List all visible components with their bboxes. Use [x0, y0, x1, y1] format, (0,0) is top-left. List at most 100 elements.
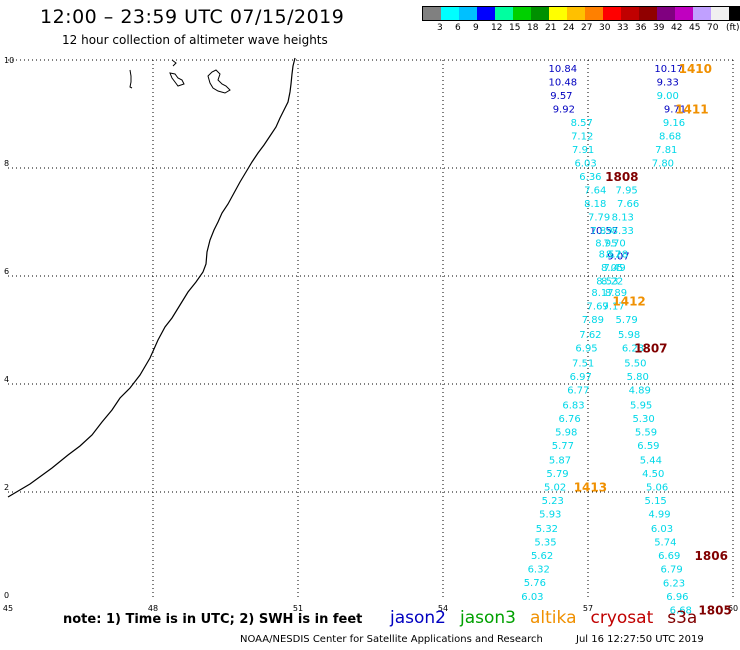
wave-height-point: 7.95 — [616, 186, 638, 197]
wave-height-point: 5.87 — [549, 456, 571, 467]
color-scale-label: 45 — [689, 23, 701, 33]
color-scale-swatch — [423, 7, 441, 20]
x-tick-label: 45 — [3, 604, 13, 613]
y-tick-label: 10 — [4, 56, 14, 65]
mission-legend-entry: jason3 — [460, 608, 516, 628]
color-scale-swatch — [657, 7, 675, 20]
y-tick-label: 8 — [4, 159, 9, 168]
wave-height-point: 7.66 — [617, 199, 639, 210]
wave-height-point: 10.17 — [654, 64, 683, 75]
pass-number-label: 1413 — [574, 481, 607, 495]
wave-height-point: 8.89 — [605, 288, 627, 299]
wave-height-point: 7.69 — [587, 302, 609, 313]
color-scale-label: 36 — [635, 23, 647, 33]
wave-height-point: 5.35 — [534, 538, 556, 549]
wave-height-point: 6.03 — [574, 159, 596, 170]
y-tick-label: 0 — [4, 591, 9, 600]
y-tick-label: 4 — [4, 375, 9, 384]
x-axis-tick-labels: 45 48 51 54 57 60 — [3, 604, 738, 613]
generated-timestamp: Jul 16 12:27:50 UTC 2019 — [576, 634, 704, 645]
wave-height-point: 8.28 — [606, 249, 628, 260]
wave-height-point: 5.77 — [552, 441, 574, 452]
wave-height-point: 7.70 — [603, 239, 625, 250]
color-scale-swatch — [711, 7, 729, 20]
wave-height-point: 6.83 — [562, 401, 584, 412]
pass-number-label: 1410 — [679, 62, 712, 76]
color-scale-label: 27 — [581, 23, 593, 33]
color-scale-label: 42 — [671, 23, 683, 33]
wave-height-point: 6.79 — [660, 565, 682, 576]
wave-height-point: 5.80 — [627, 372, 649, 383]
wave-height-point: 7.64 — [584, 186, 606, 197]
wave-height-point: 9.33 — [657, 78, 679, 89]
color-scale-label: (ft) — [726, 23, 740, 33]
wave-height-values: 10.84 10.48 9.57 9.92 10.57 9.07 10.17 9.33 9.71… — [521, 64, 692, 617]
wave-height-point: 6.23 — [663, 579, 685, 590]
pass-number-labels: 1410 1411 1808 1412 1807 1413 1806 1805 — [574, 62, 732, 618]
wave-height-point: 8.22 — [601, 276, 623, 287]
credit-line: NOAA/NESDIS Center for Satellite Applica… — [240, 634, 543, 645]
wave-height-point: 4.99 — [648, 510, 670, 521]
map-subtitle: 12 hour collection of altimeter wave hei… — [62, 33, 328, 47]
wave-height-point: 6.23 — [622, 343, 644, 354]
wave-height-point: 5.98 — [555, 428, 577, 439]
island-shapes — [129, 59, 231, 94]
y-axis-tick-labels: 0 2 4 6 8 10 — [4, 56, 14, 600]
color-scale-swatch — [729, 7, 740, 20]
pass-number-label: 1412 — [612, 294, 645, 308]
color-scale-swatch — [531, 7, 549, 20]
wave-height-point: 6.03 — [521, 592, 543, 603]
wave-height-point: 5.79 — [616, 315, 638, 326]
wave-height-point: 7.80 — [652, 159, 674, 170]
units-note: note: 1) Time is in UTC; 2) SWH is in fe… — [63, 612, 363, 627]
color-scale-swatch — [513, 7, 531, 20]
wave-height-point: 8.57 — [571, 118, 593, 129]
color-scale-label: 12 — [491, 23, 503, 33]
pass-number-label: 1411 — [675, 103, 708, 117]
color-scale-swatch — [459, 7, 477, 20]
map-grid — [8, 59, 734, 600]
wave-height-point: 9.92 — [553, 105, 575, 116]
wave-height-point: 10.57 — [590, 226, 619, 237]
color-scale-swatch — [477, 7, 495, 20]
color-scale-label: 39 — [653, 23, 665, 33]
color-scale-swatch — [549, 7, 567, 20]
wave-height-point: 10.84 — [549, 64, 578, 75]
wave-height-point: 5.74 — [654, 538, 676, 549]
color-scale-swatch — [585, 7, 603, 20]
wave-height-point: 6.59 — [637, 441, 659, 452]
x-tick-label: 57 — [583, 604, 593, 613]
wave-height-point: 10.48 — [549, 78, 578, 89]
color-scale-swatch — [675, 7, 693, 20]
pass-number-label: 1808 — [605, 170, 638, 184]
pass-number-label: 1805 — [698, 604, 731, 618]
color-scale-swatches — [422, 6, 740, 21]
wave-height-point: 5.30 — [632, 414, 654, 425]
coastline — [7, 57, 296, 498]
wave-height-point: 6.96 — [666, 592, 688, 603]
mission-legend-entry: jason2 — [390, 608, 446, 628]
wave-height-point: 9.57 — [550, 91, 572, 102]
color-scale-label: 15 — [509, 23, 521, 33]
wave-height-point: 5.44 — [640, 456, 662, 467]
wave-height-point: 4.50 — [642, 469, 664, 480]
wave-height-point: 6.68 — [670, 606, 692, 617]
wave-height-point: 5.23 — [542, 496, 564, 507]
wave-height-point: 5.15 — [645, 496, 667, 507]
wave-height-point: 5.98 — [618, 330, 640, 341]
y-tick-label: 6 — [4, 267, 9, 276]
wave-height-point: 9.00 — [657, 91, 679, 102]
map-title: 12:00 – 23:59 UTC 07/15/2019 — [40, 6, 345, 28]
wave-height-point: 7.51 — [572, 358, 594, 369]
wave-height-point: 6.36 — [579, 172, 601, 183]
color-scale-label: 21 — [545, 23, 557, 33]
color-scale-label: 30 — [599, 23, 611, 33]
mission-legend-entry: s3a — [667, 608, 698, 628]
wave-height-point: 7.89 — [582, 315, 604, 326]
wave-height-point: 5.62 — [531, 551, 553, 562]
wave-height-point: 8.33 — [612, 226, 634, 237]
wave-height-point: 6.97 — [570, 372, 592, 383]
mission-legend-entry: cryosat — [590, 608, 654, 628]
x-tick-label: 54 — [438, 604, 448, 613]
